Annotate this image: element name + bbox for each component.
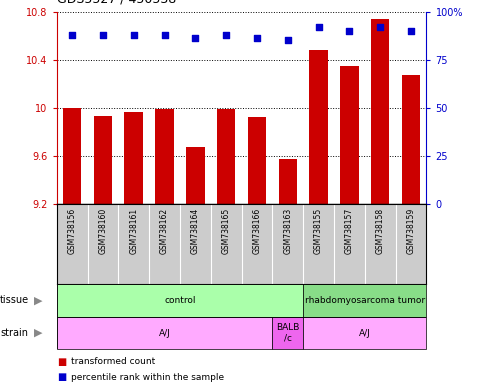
Bar [310, 50, 328, 204]
Bar [303, 284, 426, 317]
Point [315, 24, 322, 30]
Bar [63, 108, 81, 204]
Text: transformed count: transformed count [71, 357, 156, 366]
Text: GSM738166: GSM738166 [252, 208, 261, 254]
Text: percentile rank within the sample: percentile rank within the sample [71, 372, 225, 382]
Point [284, 37, 292, 43]
Text: strain: strain [0, 328, 28, 338]
Point [191, 35, 199, 41]
Text: ■: ■ [57, 372, 66, 382]
Bar [57, 284, 303, 317]
Text: GSM738157: GSM738157 [345, 208, 354, 254]
Bar [124, 112, 143, 204]
Text: GDS5527 / 450538: GDS5527 / 450538 [57, 0, 176, 6]
Point [130, 31, 138, 38]
Point [346, 28, 353, 34]
Text: GSM738164: GSM738164 [191, 208, 200, 254]
Bar [371, 19, 389, 204]
Text: control: control [164, 296, 196, 305]
Text: GSM738163: GSM738163 [283, 208, 292, 254]
Point [99, 31, 107, 38]
Point [161, 31, 169, 38]
Bar [340, 66, 358, 204]
Text: GSM738162: GSM738162 [160, 208, 169, 254]
Bar [272, 317, 303, 349]
Text: GSM738155: GSM738155 [314, 208, 323, 254]
Point [222, 31, 230, 38]
Bar [155, 109, 174, 204]
Text: GSM738156: GSM738156 [68, 208, 76, 254]
Bar [279, 159, 297, 204]
Text: GSM738160: GSM738160 [99, 208, 107, 254]
Text: ▶: ▶ [34, 295, 42, 306]
Bar [94, 116, 112, 204]
Bar [303, 317, 426, 349]
Text: GSM738159: GSM738159 [407, 208, 416, 254]
Text: tissue: tissue [0, 295, 29, 306]
Text: A/J: A/J [359, 329, 371, 338]
Text: ▶: ▶ [34, 328, 42, 338]
Text: GSM738158: GSM738158 [376, 208, 385, 254]
Text: A/J: A/J [159, 329, 171, 338]
Text: GSM738161: GSM738161 [129, 208, 138, 254]
Bar [217, 109, 235, 204]
Point [68, 31, 76, 38]
Text: GSM738165: GSM738165 [222, 208, 231, 254]
Bar [57, 317, 272, 349]
Point [376, 24, 384, 30]
Point [407, 28, 415, 34]
Bar [186, 147, 205, 204]
Point [253, 35, 261, 41]
Bar [247, 117, 266, 204]
Text: ■: ■ [57, 356, 66, 367]
Text: BALB
/c: BALB /c [276, 323, 299, 343]
Text: rhabdomyosarcoma tumor: rhabdomyosarcoma tumor [305, 296, 425, 305]
Bar [402, 75, 420, 204]
